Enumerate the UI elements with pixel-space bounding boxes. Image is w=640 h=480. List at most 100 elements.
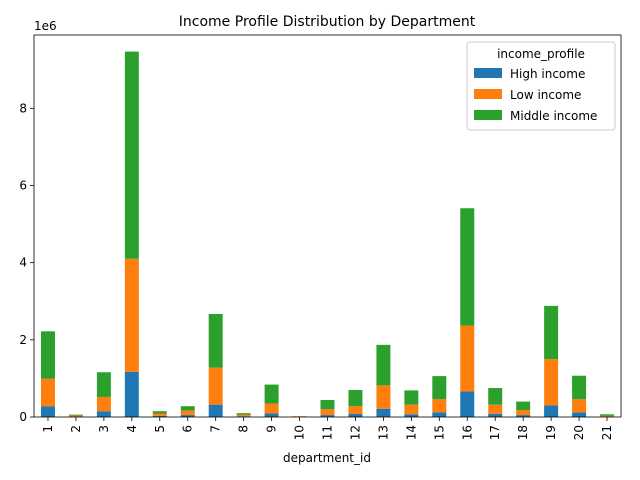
- x-axis-label: department_id: [283, 451, 371, 465]
- y-axis-ticks: 0 2 4 6 8: [19, 101, 34, 424]
- bar-middle-income-dept-1: [40, 331, 55, 379]
- bar-high-income-dept-1: [40, 406, 55, 417]
- x-tick-label: 14: [404, 425, 418, 440]
- legend-label: High income: [510, 67, 585, 81]
- x-tick-label: 5: [153, 425, 167, 433]
- bar-middle-income-dept-5: [152, 411, 167, 414]
- bar-high-income-dept-20: [572, 412, 587, 417]
- y-tick-label: 6: [19, 178, 27, 192]
- bar-middle-income-dept-9: [264, 384, 279, 404]
- x-tick-label: 4: [125, 425, 139, 433]
- bar-middle-income-dept-11: [320, 400, 335, 410]
- bar-low-income-dept-7: [208, 367, 223, 405]
- x-tick-label: 6: [181, 425, 195, 433]
- bar-high-income-dept-12: [348, 413, 363, 417]
- x-tick-label: 8: [237, 425, 251, 433]
- legend-swatch-high-income: [474, 68, 502, 78]
- bar-middle-income-dept-19: [544, 305, 559, 360]
- bar-low-income-dept-3: [96, 396, 111, 412]
- y-axis-multiplier: 1e6: [34, 19, 57, 33]
- bar-high-income-dept-11: [320, 415, 335, 417]
- bar-low-income-dept-1: [40, 378, 55, 407]
- bar-high-income-dept-7: [208, 404, 223, 417]
- bar-low-income-dept-20: [572, 399, 587, 413]
- bar-low-income-dept-6: [180, 410, 195, 416]
- chart-title: Income Profile Distribution by Departmen…: [179, 14, 476, 30]
- bar-low-income-dept-14: [404, 404, 419, 415]
- bar-high-income-dept-18: [516, 415, 531, 417]
- legend-label: Low income: [510, 88, 581, 102]
- x-tick-label: 20: [572, 425, 586, 440]
- bar-high-income-dept-19: [544, 405, 559, 417]
- bar-middle-income-dept-12: [348, 389, 363, 407]
- x-tick-label: 15: [432, 425, 446, 440]
- x-tick-label: 10: [293, 425, 307, 440]
- x-tick-label: 2: [69, 425, 83, 433]
- bar-high-income-dept-4: [124, 371, 139, 417]
- bar-middle-income-dept-8: [236, 413, 251, 415]
- bar-low-income-dept-4: [124, 258, 139, 372]
- bar-high-income-dept-6: [180, 415, 195, 417]
- bar-middle-income-dept-18: [516, 401, 531, 411]
- bar-high-income-dept-17: [488, 413, 503, 417]
- x-axis-ticks: 1 2 3 4 5 6 7 8 9 10 11 12 13 14 15 16 17 18 19 20 21: [41, 417, 614, 440]
- x-tick-label: 12: [348, 425, 362, 440]
- bar-middle-income-dept-14: [404, 390, 419, 405]
- bar-low-income-dept-2: [68, 415, 83, 417]
- legend-box: [466, 41, 616, 131]
- legend-title: income_profile: [497, 47, 585, 61]
- x-tick-label: 1: [41, 425, 55, 433]
- bar-middle-income-dept-21: [600, 414, 615, 416]
- legend: income_profile High income Low income Midd…: [466, 41, 616, 131]
- bar-low-income-dept-16: [460, 325, 475, 392]
- bar-middle-income-dept-13: [376, 344, 391, 386]
- bar-middle-income-dept-16: [460, 208, 475, 326]
- x-tick-label: 18: [516, 425, 530, 440]
- bar-middle-income-dept-2: [68, 414, 83, 416]
- bar-low-income-dept-11: [320, 409, 335, 416]
- bar-low-income-dept-8: [236, 414, 251, 417]
- x-tick-label: 13: [376, 425, 390, 440]
- x-tick-label: 3: [97, 425, 111, 433]
- legend-items: High income Low income Middle income: [474, 67, 597, 123]
- bar-middle-income-dept-20: [572, 375, 587, 400]
- bar-low-income-dept-18: [516, 410, 531, 416]
- bar-middle-income-dept-17: [488, 388, 503, 405]
- bar-middle-income-dept-7: [208, 313, 223, 368]
- legend-label: Middle income: [510, 109, 597, 123]
- bar-middle-income-dept-6: [180, 406, 195, 411]
- bar-high-income-dept-5: [152, 415, 167, 417]
- x-tick-label: 11: [321, 425, 335, 440]
- bar-middle-income-dept-4: [124, 51, 139, 259]
- bar-low-income-dept-5: [152, 413, 167, 416]
- bar-low-income-dept-9: [264, 403, 279, 414]
- bar-low-income-dept-19: [544, 359, 559, 406]
- y-tick-label: 2: [19, 333, 27, 347]
- x-tick-label: 19: [544, 425, 558, 440]
- bars-layer: [40, 51, 615, 417]
- legend-swatch-low-income: [474, 89, 502, 99]
- y-tick-label: 0: [19, 410, 27, 424]
- plot-frame: [33, 34, 622, 418]
- bar-high-income-dept-14: [404, 414, 419, 417]
- x-tick-label: 17: [488, 425, 502, 440]
- bar-high-income-dept-9: [264, 413, 279, 417]
- bar-middle-income-dept-3: [96, 372, 111, 397]
- x-tick-label: 9: [265, 425, 279, 433]
- bar-middle-income-dept-15: [432, 376, 447, 400]
- x-tick-label: 21: [600, 425, 614, 440]
- bar-high-income-dept-16: [460, 391, 475, 417]
- legend-swatch-middle-income: [474, 110, 502, 120]
- y-tick-label: 4: [19, 256, 27, 270]
- y-tick-label: 8: [19, 101, 27, 115]
- bar-high-income-dept-13: [376, 408, 391, 417]
- bar-low-income-dept-12: [348, 406, 363, 414]
- bar-low-income-dept-15: [432, 399, 447, 413]
- bar-high-income-dept-15: [432, 412, 447, 417]
- bar-low-income-dept-21: [600, 415, 615, 417]
- bar-high-income-dept-3: [96, 411, 111, 417]
- bar-low-income-dept-13: [376, 385, 391, 409]
- x-tick-label: 7: [209, 425, 223, 433]
- bar-low-income-dept-17: [488, 404, 503, 414]
